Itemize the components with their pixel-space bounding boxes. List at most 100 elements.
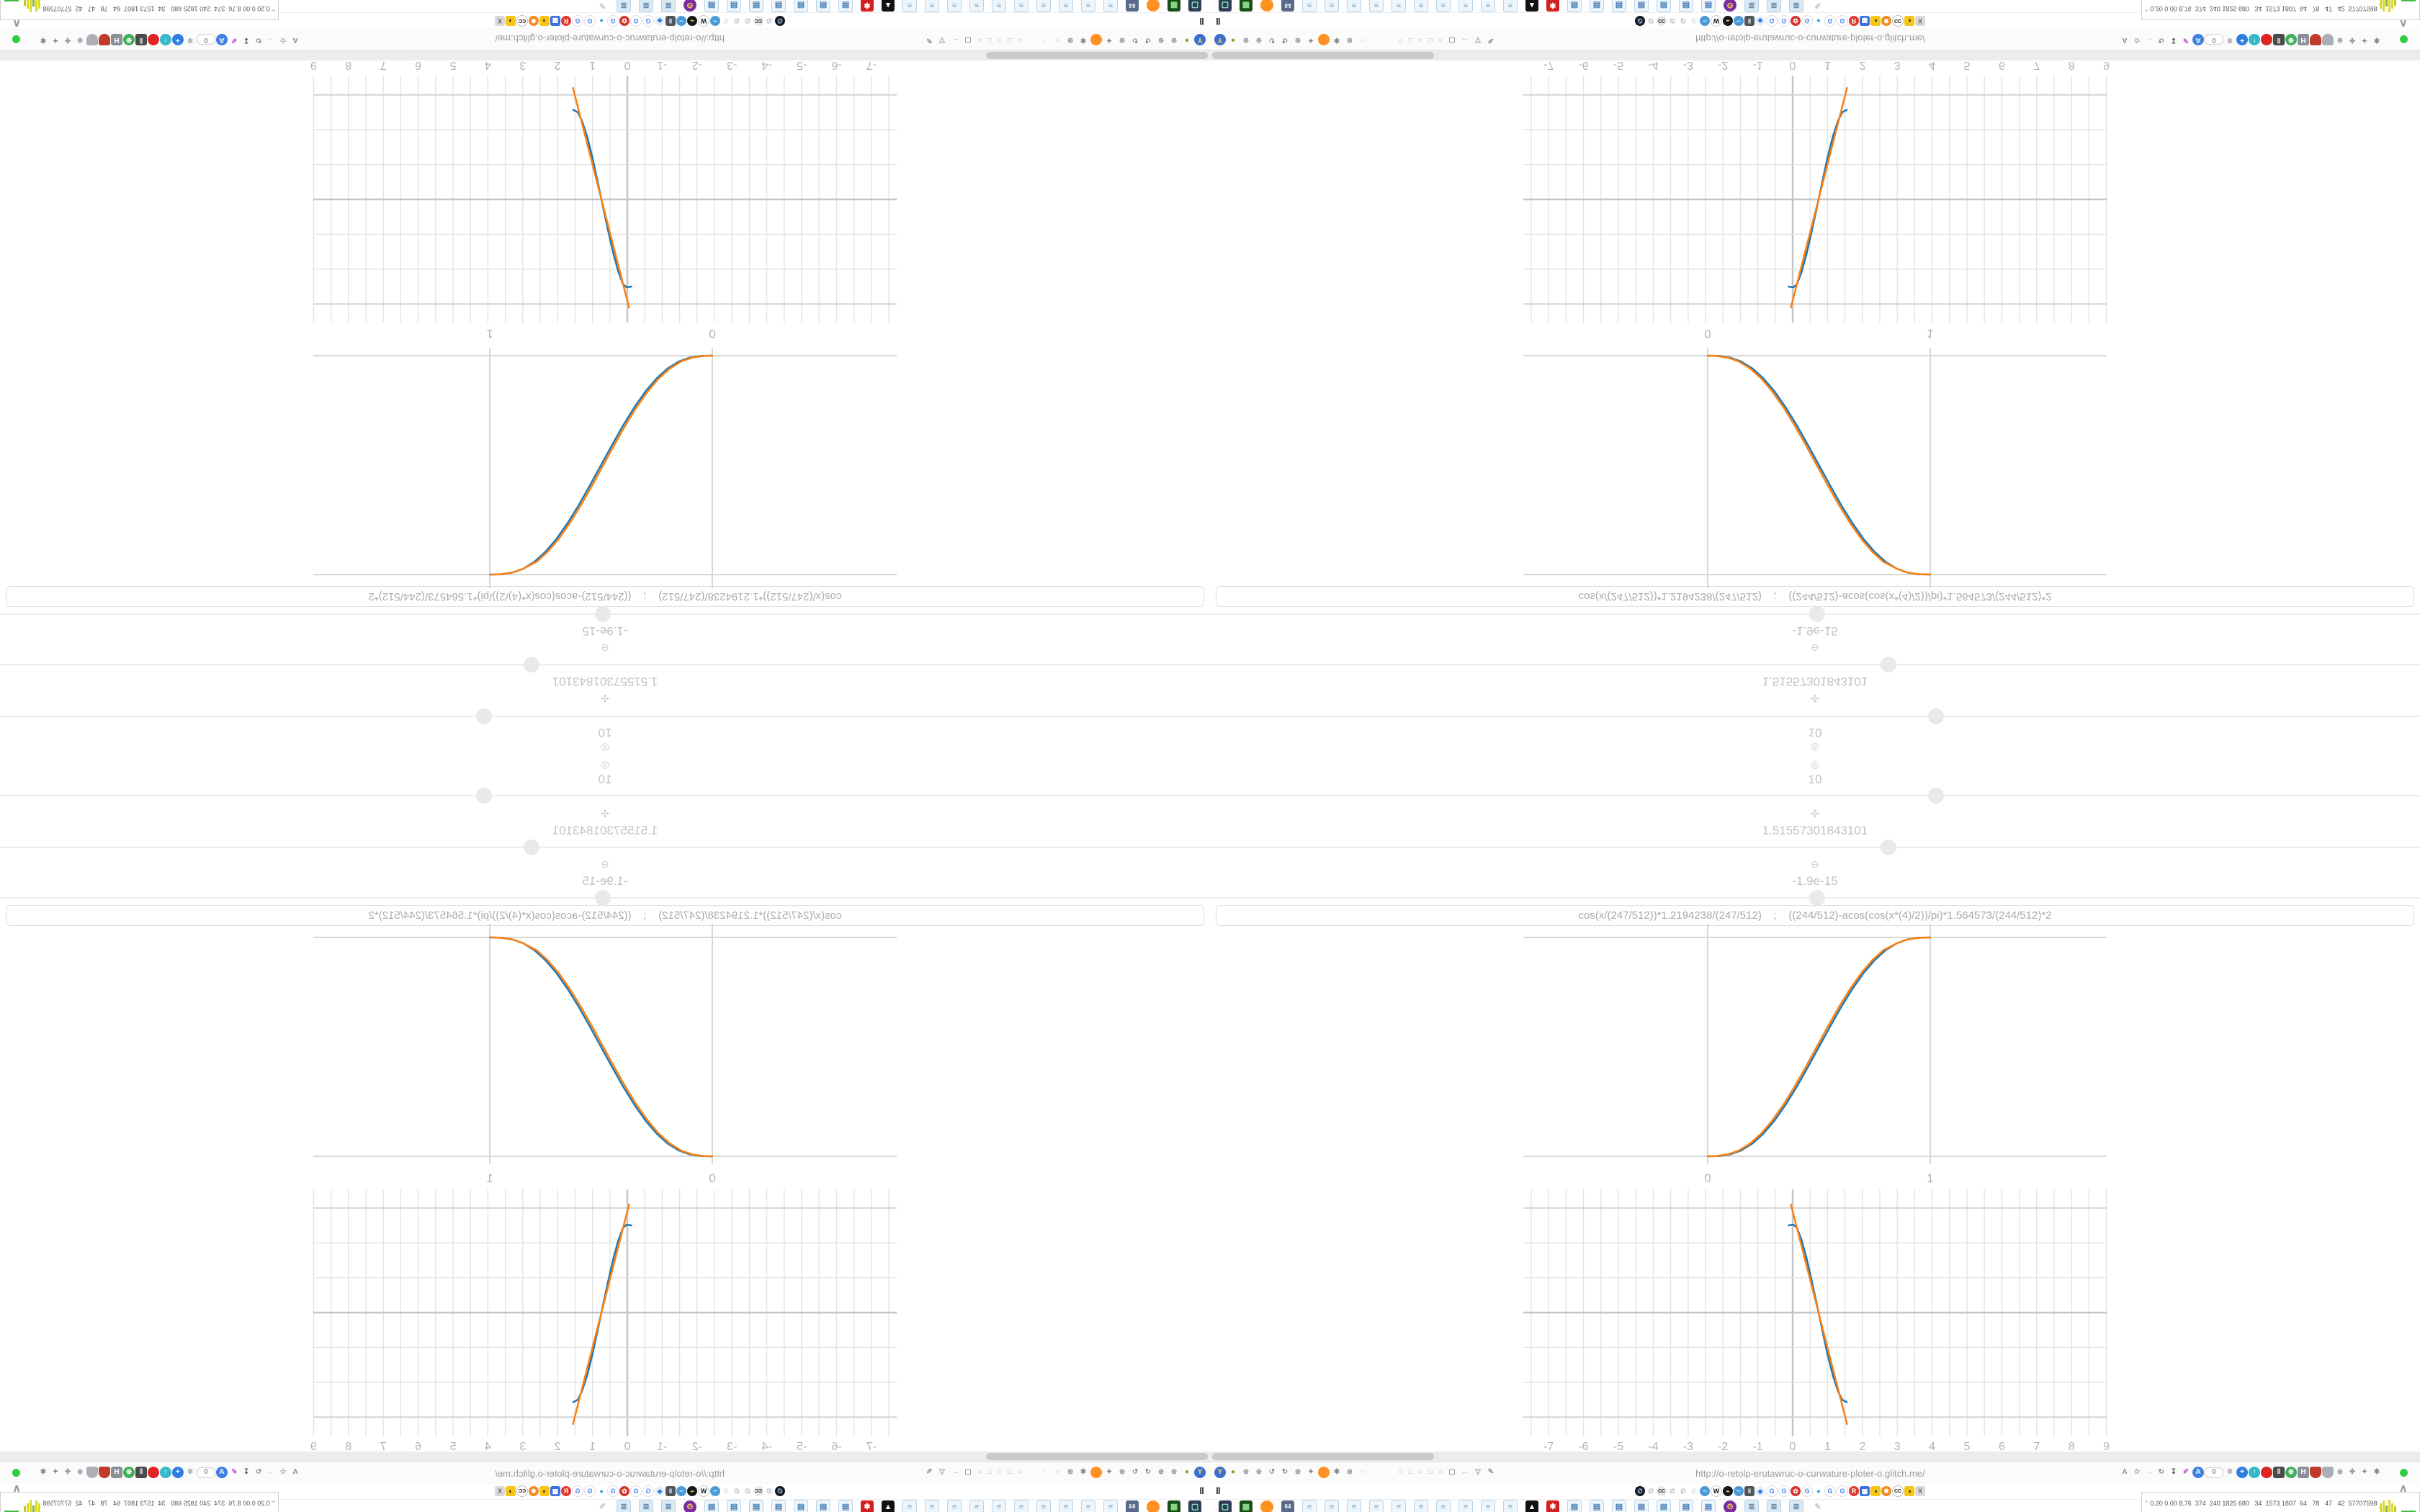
notepad-icon[interactable]: ≡ xyxy=(1436,0,1451,12)
owl-icon[interactable]: ʘ xyxy=(1724,0,1736,12)
notepad-icon[interactable]: ≡ xyxy=(947,1500,962,1512)
wave-icon[interactable]: ~ xyxy=(710,16,720,26)
floppy-64-icon[interactable]: 64 xyxy=(1281,1500,1294,1512)
olive-circle-icon[interactable]: ● xyxy=(1230,36,1236,44)
ghost-icon[interactable]: ● xyxy=(1360,1468,1366,1476)
undo-icon[interactable]: ↺ xyxy=(1268,36,1276,44)
notepad-icon[interactable]: ≡ xyxy=(1014,0,1028,12)
quill-icon[interactable]: ✎ xyxy=(1814,1502,1821,1511)
calculator-icon[interactable]: ▤ xyxy=(794,1500,808,1512)
formula-input[interactable]: cos(x/(247/512))*1.2194238/(247/512) ; (… xyxy=(6,905,1204,926)
notepad-icon[interactable]: ≡ xyxy=(925,1500,939,1512)
calculator-icon[interactable]: ▤ xyxy=(1590,1500,1604,1512)
ublock-shield-icon[interactable] xyxy=(2310,1467,2321,1478)
red-gear-icon[interactable]: ✱ xyxy=(1546,1500,1559,1512)
dark-slash-icon[interactable]: ∅ xyxy=(1635,1486,1645,1496)
google-icon[interactable]: G xyxy=(607,1485,619,1497)
calculator-icon[interactable]: ▤ xyxy=(1701,1500,1716,1512)
calculator-icon[interactable]: ▤ xyxy=(704,0,719,12)
blue-gem-icon[interactable]: ◆ xyxy=(1755,16,1765,26)
half-icon[interactable]: ◑ xyxy=(506,16,516,26)
notepad-icon[interactable]: ≡ xyxy=(1347,1500,1361,1512)
wave-icon[interactable]: ~ xyxy=(676,1486,686,1496)
translate-blue-icon[interactable]: A xyxy=(2192,1467,2204,1478)
folder-icon[interactable]: ▢ xyxy=(964,1468,972,1476)
notepad-icon[interactable]: ≡ xyxy=(1036,0,1051,12)
hourglass-icon[interactable]: X xyxy=(495,16,505,26)
translate-icon[interactable]: A xyxy=(292,1468,298,1476)
target-icon[interactable]: ◎ xyxy=(600,742,610,754)
calculator-icon[interactable]: ▤ xyxy=(771,1500,786,1512)
box-icon[interactable]: □ xyxy=(1428,36,1433,44)
calculator-icon[interactable]: ▤ xyxy=(1679,0,1693,12)
sun-icon[interactable]: ✹ xyxy=(529,16,539,26)
plus-icon[interactable]: + xyxy=(172,34,184,45)
cc-icon[interactable]: CC xyxy=(1657,1486,1667,1496)
notepad-icon[interactable]: ≡ xyxy=(1325,1500,1339,1512)
slider-handle[interactable] xyxy=(476,788,492,804)
flower-icon[interactable]: ✿ xyxy=(1791,1486,1801,1496)
globe-icon[interactable]: ⊕ xyxy=(1346,36,1353,44)
puzzle-icon[interactable]: ✚ xyxy=(2349,36,2356,44)
download-icon[interactable]: ↧ xyxy=(243,1468,250,1476)
scroll-icon[interactable]: ≣ xyxy=(639,0,653,12)
black-icon[interactable]: ▲ xyxy=(882,1500,895,1512)
target-icon[interactable]: ◎ xyxy=(600,758,610,770)
calculator-icon[interactable]: ▤ xyxy=(1657,1500,1671,1512)
google-icon[interactable]: G xyxy=(1766,1485,1778,1497)
notepad-icon[interactable]: ≡ xyxy=(1503,0,1518,12)
target-icon[interactable]: ◎ xyxy=(1810,742,1820,754)
ghost-icon[interactable]: ● xyxy=(1360,36,1366,44)
map-pin-icon[interactable]: Y xyxy=(1194,34,1206,45)
green-card-icon[interactable]: ▦ xyxy=(1240,0,1252,12)
green-card-icon[interactable]: ▦ xyxy=(1240,1500,1252,1512)
globe-icon[interactable]: ⊕ xyxy=(1067,36,1074,44)
formula-input[interactable]: cos(x/(247/512))*1.2194238/(247/512) ; (… xyxy=(6,586,1204,607)
zero-pill-icon[interactable]: 0 xyxy=(197,1467,215,1478)
calculator-icon[interactable]: ▤ xyxy=(1657,0,1671,12)
edit-icon[interactable]: ✎ xyxy=(926,36,933,44)
scroll-icon[interactable]: ≣ xyxy=(617,0,631,12)
black-icon[interactable]: ▲ xyxy=(1525,0,1538,12)
globe-color-icon[interactable]: ⊕ xyxy=(2285,1467,2297,1478)
marker-icon[interactable]: ✐ xyxy=(230,36,238,44)
ghost-icon[interactable]: ● xyxy=(1041,36,1047,44)
notepad-icon[interactable]: ≡ xyxy=(969,0,984,12)
r-icon[interactable]: R xyxy=(1849,16,1859,26)
mute-icon[interactable]: ∅ xyxy=(766,17,772,25)
pulse-icon[interactable]: ⌁ xyxy=(1723,16,1733,26)
olive-circle-icon[interactable]: ● xyxy=(1184,36,1190,44)
gear-icon[interactable]: ✱ xyxy=(2226,1468,2233,1476)
slider-handle[interactable] xyxy=(1928,708,1944,724)
edit-icon[interactable]: ✎ xyxy=(1487,36,1494,44)
clover-drag-icon[interactable]: ✣ xyxy=(1811,808,1819,819)
slider-handle[interactable] xyxy=(1809,890,1826,906)
notepad-icon[interactable]: ≡ xyxy=(1081,0,1095,12)
slider-handle[interactable] xyxy=(1809,606,1826,622)
notepad-icon[interactable]: ≡ xyxy=(947,0,962,12)
ghost-icon[interactable]: ● xyxy=(1041,1468,1047,1476)
trash-icon[interactable]: ‖ xyxy=(666,1486,676,1496)
globe-color-icon[interactable]: ⊕ xyxy=(123,1467,135,1478)
gear-icon[interactable]: ✱ xyxy=(1333,36,1340,44)
pause-icon[interactable]: II xyxy=(1200,16,1204,27)
notepad-icon[interactable]: ≡ xyxy=(992,0,1006,12)
red-gear-icon[interactable]: ✱ xyxy=(861,0,874,12)
marker-icon[interactable]: ✐ xyxy=(2182,36,2190,44)
owl-icon[interactable]: ʘ xyxy=(684,0,696,12)
gear-icon[interactable]: ✱ xyxy=(40,36,47,44)
globe-icon[interactable]: ⊕ xyxy=(1119,1468,1126,1476)
red-circle-icon[interactable] xyxy=(2261,34,2272,45)
slider-handle[interactable] xyxy=(594,890,611,906)
back-arrow-icon[interactable]: ← xyxy=(951,1468,959,1476)
calculator-icon[interactable]: ▤ xyxy=(816,0,830,12)
monitor-chevron-icon[interactable]: ^ xyxy=(272,6,275,13)
drop-icon[interactable]: ● xyxy=(599,1487,604,1495)
pause-icon[interactable]: II xyxy=(1216,16,1220,27)
notepad-icon[interactable]: ≡ xyxy=(1369,1500,1384,1512)
trash-icon[interactable]: ‖ xyxy=(1744,1486,1754,1496)
notepad-icon[interactable]: ≡ xyxy=(1503,1500,1518,1512)
box-icon[interactable]: □ xyxy=(987,36,992,44)
red-gear-icon[interactable]: ✱ xyxy=(1546,0,1559,12)
slider-handle[interactable] xyxy=(1881,657,1897,672)
